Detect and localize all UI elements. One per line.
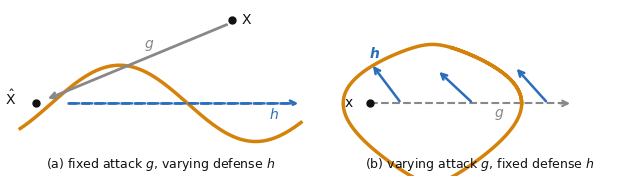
Text: x: x	[345, 96, 353, 110]
Text: h: h	[370, 47, 380, 61]
Text: (a) fixed attack $g$, varying defense $h$: (a) fixed attack $g$, varying defense $h…	[46, 156, 275, 173]
Text: $\hat{\rm X}$: $\hat{\rm X}$	[4, 89, 16, 108]
Text: h: h	[270, 108, 278, 122]
Text: (b) varying attack $g$, fixed defense $h$: (b) varying attack $g$, fixed defense $h…	[365, 156, 594, 173]
Text: X: X	[242, 13, 252, 27]
Text: g: g	[145, 37, 154, 51]
Text: g: g	[495, 106, 504, 120]
